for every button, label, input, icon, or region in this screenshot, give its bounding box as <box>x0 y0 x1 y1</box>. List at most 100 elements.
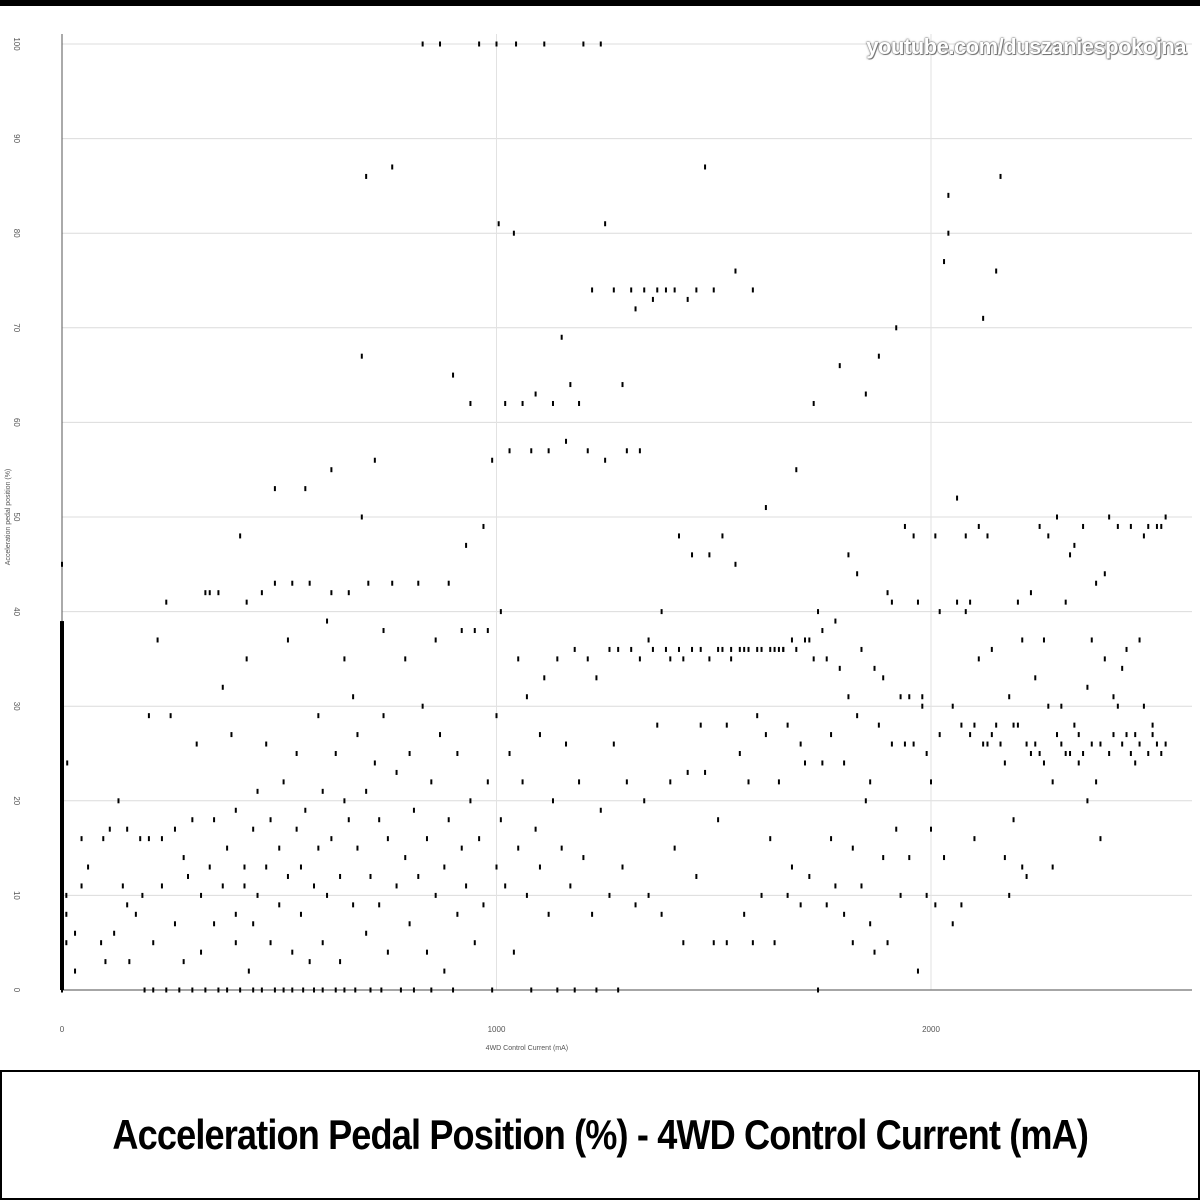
data-point <box>956 495 959 501</box>
data-point <box>382 713 385 719</box>
data-point <box>704 769 707 775</box>
data-point <box>213 817 216 823</box>
data-point <box>1095 779 1098 785</box>
data-point <box>569 883 572 889</box>
data-point <box>617 646 620 652</box>
data-point <box>691 552 694 558</box>
data-point <box>473 940 476 946</box>
data-point <box>256 788 259 794</box>
data-point <box>803 637 806 643</box>
data-point <box>1012 722 1015 728</box>
data-point <box>886 590 889 596</box>
data-point <box>515 41 518 47</box>
data-point <box>356 732 359 738</box>
data-point <box>717 817 720 823</box>
data-point <box>777 646 780 652</box>
data-point <box>773 646 776 652</box>
data-point <box>551 798 554 804</box>
data-point <box>682 656 685 662</box>
data-point <box>234 807 237 813</box>
data-point <box>699 646 702 652</box>
data-point <box>365 788 368 794</box>
data-point <box>725 940 728 946</box>
data-point <box>365 930 368 936</box>
data-point <box>1155 741 1158 747</box>
data-point <box>273 987 276 993</box>
data-point <box>1069 751 1072 756</box>
data-point <box>882 855 885 861</box>
data-point <box>1003 855 1006 861</box>
data-point <box>373 760 376 766</box>
data-point <box>326 618 329 624</box>
data-point <box>695 873 698 879</box>
data-point <box>964 609 967 615</box>
data-point <box>473 628 476 634</box>
data-point <box>245 599 248 605</box>
data-point <box>617 987 620 993</box>
data-point <box>65 940 68 946</box>
data-point <box>786 892 789 898</box>
data-point <box>877 353 880 359</box>
data-point <box>291 580 294 586</box>
data-point <box>903 741 906 747</box>
data-point <box>308 580 311 586</box>
data-point <box>321 788 324 794</box>
data-point <box>295 826 298 832</box>
data-point <box>686 296 689 302</box>
data-point <box>456 751 459 756</box>
data-point <box>1125 732 1128 738</box>
data-point <box>599 41 602 47</box>
data-point <box>969 732 972 738</box>
data-point <box>491 457 494 463</box>
data-point <box>187 873 190 879</box>
data-point <box>543 41 546 47</box>
data-point <box>977 523 980 529</box>
data-point <box>1108 751 1111 756</box>
data-point <box>265 741 268 747</box>
data-point <box>660 911 663 917</box>
data-point <box>347 590 350 596</box>
data-point <box>282 987 285 993</box>
data-point <box>751 287 754 293</box>
data-point <box>104 959 107 965</box>
data-point <box>673 845 676 851</box>
data-point <box>799 741 802 747</box>
data-point <box>573 987 576 993</box>
x-tick-label: 2000 <box>922 1025 940 1034</box>
data-point <box>938 732 941 738</box>
data-point <box>1164 741 1167 747</box>
data-point <box>74 968 77 974</box>
data-point <box>102 836 105 842</box>
data-point <box>395 883 398 889</box>
data-point <box>404 656 407 662</box>
data-point <box>1134 760 1137 766</box>
data-point <box>128 959 131 965</box>
data-point <box>495 864 498 870</box>
data-point <box>380 987 383 993</box>
data-point <box>934 533 937 539</box>
y-axis-title: Acceleration pedal position (%) <box>5 469 12 566</box>
data-point <box>973 722 976 728</box>
data-point <box>830 732 833 738</box>
data-point <box>999 741 1002 747</box>
data-point <box>282 779 285 785</box>
data-point <box>1160 523 1163 529</box>
data-point <box>391 164 394 170</box>
data-point <box>538 732 541 738</box>
data-point <box>1042 637 1045 643</box>
data-point <box>165 987 168 993</box>
y-tick-label: 70 <box>12 323 21 332</box>
data-point <box>286 637 289 643</box>
data-point <box>517 845 520 851</box>
data-point <box>638 656 641 662</box>
data-point <box>173 826 176 832</box>
data-point <box>425 949 428 955</box>
data-point <box>343 656 346 662</box>
data-point <box>934 902 937 908</box>
data-point <box>565 741 568 747</box>
data-point <box>1008 694 1011 700</box>
data-point <box>977 656 980 662</box>
data-point <box>147 713 150 719</box>
data-point <box>943 855 946 861</box>
data-point <box>1151 722 1154 728</box>
